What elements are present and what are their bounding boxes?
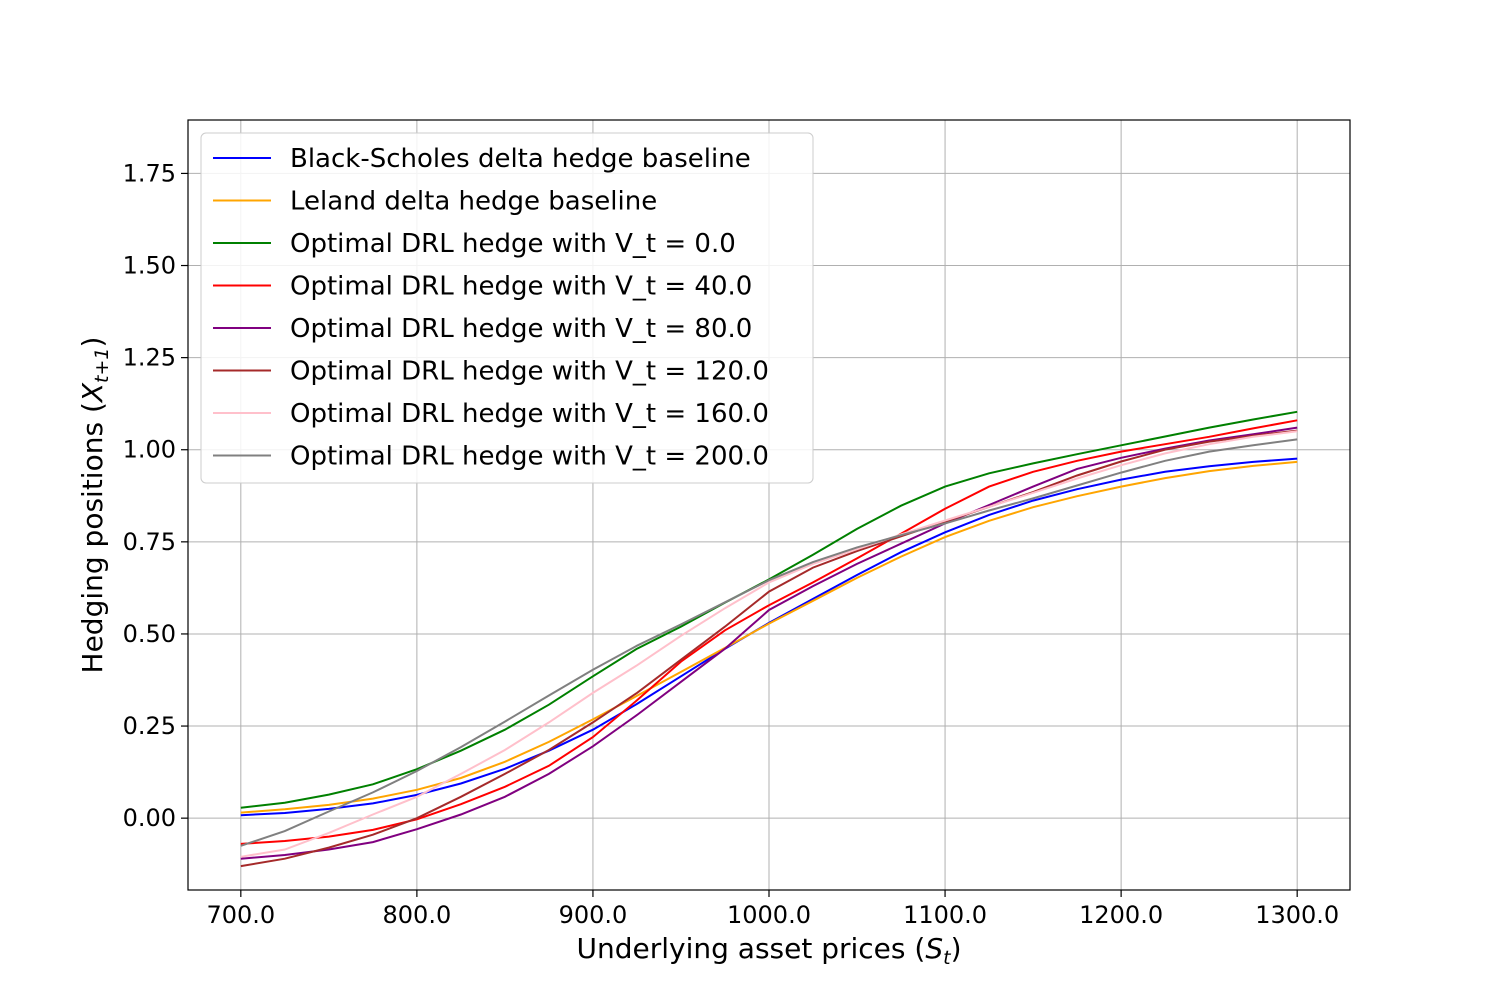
x-axis-label-symbol: S [925, 932, 943, 965]
y-tick-label: 0.50 [123, 620, 176, 648]
y-axis-label-text: Hedging positions [76, 422, 109, 674]
series-line-1 [240, 460, 1298, 814]
y-axis-label: Hedging positions (Xt+1) [76, 337, 113, 674]
y-tick-label: 1.50 [123, 252, 176, 280]
x-tick-label: 1200.0 [1079, 901, 1163, 929]
series-line-4 [240, 426, 1298, 860]
axis-ticks: 700.0 800.0 900.0 1000.0 1100.0 1200.0 1300.0 0… [123, 159, 1340, 929]
legend-box [200, 132, 814, 484]
legend-label: Optimal DRL hedge with V_t = 40.0 [290, 272, 752, 302]
y-tick-label: 0.25 [123, 712, 176, 740]
x-axis-label-subscript: t [943, 947, 952, 969]
x-tick-label: 1100.0 [903, 901, 987, 929]
legend-entries: Black-Scholes delta hedge baseline Leland… [213, 144, 769, 472]
y-tick-label: 0.00 [123, 804, 176, 832]
legend-label: Optimal DRL hedge with V_t = 120.0 [290, 357, 769, 387]
legend-label: Optimal DRL hedge with V_t = 200.0 [290, 442, 769, 472]
y-axis-label-subscript: t+1 [91, 347, 113, 382]
x-tick-label: 800.0 [383, 901, 452, 929]
x-tick-label: 1000.0 [727, 901, 811, 929]
y-tick-label: 1.00 [123, 436, 176, 464]
x-tick-label: 1300.0 [1255, 901, 1339, 929]
series-line-5 [240, 429, 1298, 868]
series-lines [240, 410, 1298, 868]
series-line-7 [240, 438, 1298, 847]
y-tick-label: 1.75 [123, 159, 176, 187]
x-tick-label: 900.0 [559, 901, 628, 929]
legend-label: Optimal DRL hedge with V_t = 80.0 [290, 314, 752, 344]
x-axis-label-text: Underlying asset prices [576, 932, 905, 965]
x-axis-label: Underlying asset prices (St) [576, 932, 961, 969]
legend-label: Leland delta hedge baseline [290, 187, 657, 217]
series-line-6 [240, 430, 1298, 858]
legend-label: Optimal DRL hedge with V_t = 160.0 [290, 399, 769, 429]
legend-label: Optimal DRL hedge with V_t = 0.0 [290, 229, 736, 259]
series-line-3 [240, 419, 1298, 845]
y-tick-label: 0.75 [123, 528, 176, 556]
legend-label: Black-Scholes delta hedge baseline [290, 144, 751, 174]
x-tick-label: 700.0 [206, 901, 275, 929]
y-axis-label-symbol: X [76, 382, 109, 404]
legend: Black-Scholes delta hedge baseline Leland… [200, 132, 814, 484]
y-tick-label: 1.25 [123, 344, 176, 372]
